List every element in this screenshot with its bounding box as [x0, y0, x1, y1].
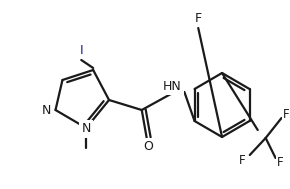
Text: F: F [277, 156, 284, 170]
Text: O: O [143, 140, 153, 153]
Text: HN: HN [163, 80, 182, 92]
Text: N: N [42, 104, 51, 116]
Text: F: F [239, 153, 245, 167]
Text: I: I [79, 43, 83, 57]
Text: N: N [81, 122, 91, 136]
Text: F: F [283, 108, 290, 122]
Text: F: F [195, 12, 202, 25]
